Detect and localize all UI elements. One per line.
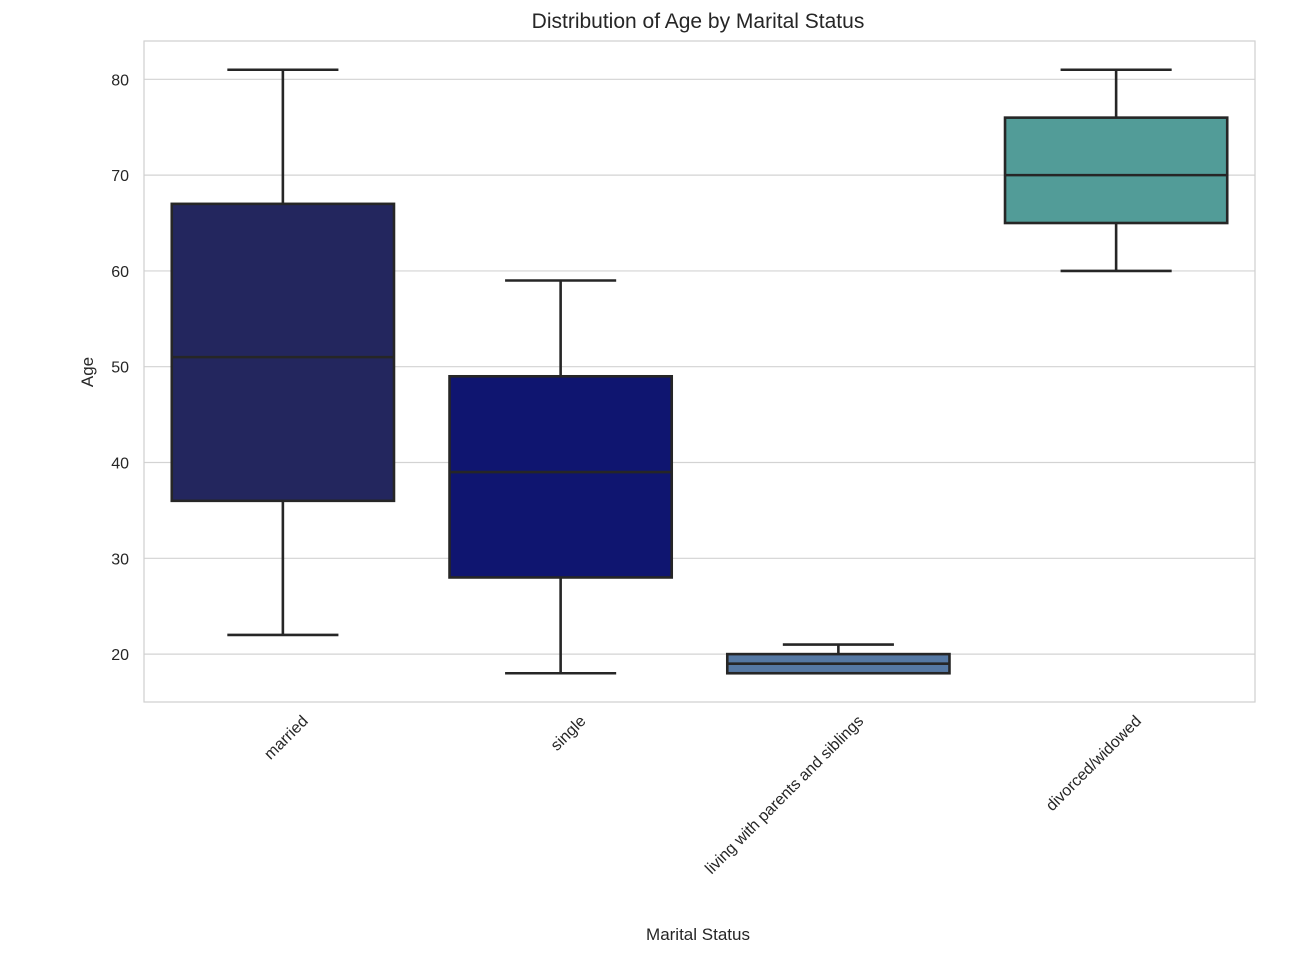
box-iqr xyxy=(448,374,674,579)
y-axis-label: Age xyxy=(78,357,97,387)
y-tick-label-40: 40 xyxy=(111,456,129,473)
y-tick-label-30: 30 xyxy=(111,551,129,568)
y-tick-label-50: 50 xyxy=(111,360,129,377)
box-0 xyxy=(170,68,396,637)
box-iqr xyxy=(1003,116,1229,225)
x-tick-labels: married single living with parents and sib… xyxy=(261,713,1145,878)
box-1 xyxy=(448,279,674,675)
box-3 xyxy=(1003,68,1229,273)
x-axis-label: Marital Status xyxy=(646,925,750,944)
plot-frame xyxy=(143,40,1256,703)
y-tick-label-80: 80 xyxy=(111,72,129,89)
chart-title: Distribution of Age by Marital Status xyxy=(532,10,865,33)
x-tick-label-0: married xyxy=(261,713,311,763)
box-2 xyxy=(725,643,951,675)
y-tick-labels: 20 30 40 50 60 70 80 xyxy=(111,72,129,664)
y-tick-label-70: 70 xyxy=(111,168,129,185)
boxes-group xyxy=(170,68,1229,675)
box-iqr xyxy=(170,202,396,503)
y-tick-label-60: 60 xyxy=(111,264,129,281)
y-tick-label-20: 20 xyxy=(111,647,129,664)
x-tick-label-1: single xyxy=(548,713,590,755)
x-tick-label-2: living with parents and siblings xyxy=(702,713,867,878)
x-tick-label-3: divorced/widowed xyxy=(1043,713,1145,815)
